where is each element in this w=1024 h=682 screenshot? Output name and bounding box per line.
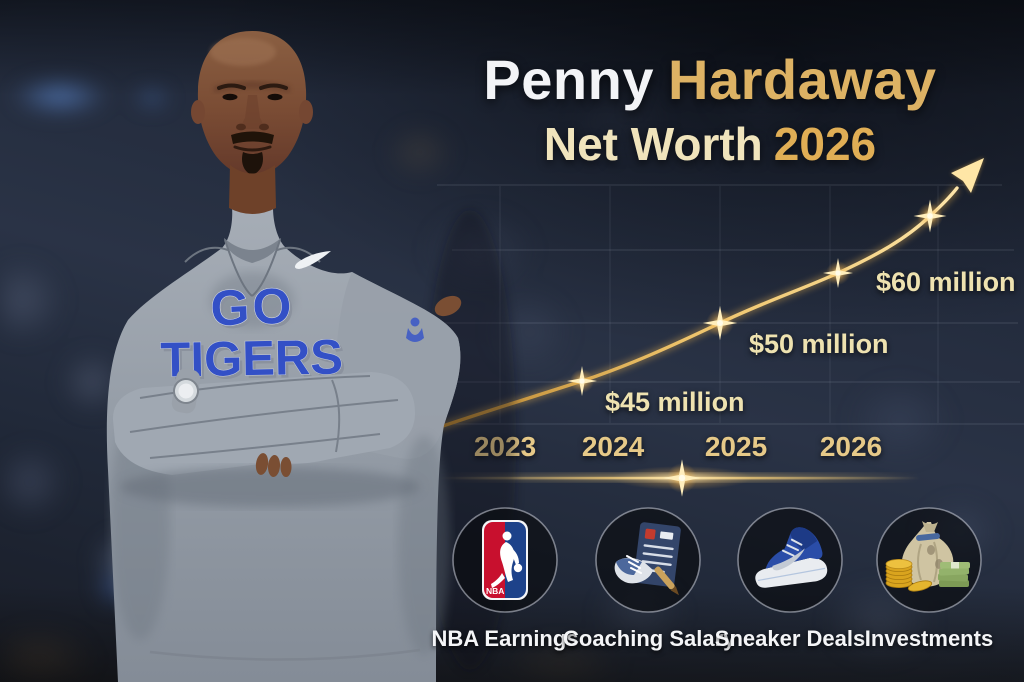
cash-stack <box>937 562 970 587</box>
x-axis-tick-2026: 2026 <box>819 431 883 462</box>
neck <box>229 165 276 214</box>
x-axis-tick-2024: 2024 <box>581 431 645 462</box>
chart-gridlines <box>437 184 1024 425</box>
nike-swoosh-icon <box>294 251 331 269</box>
income-source-investments: Investments <box>844 506 1014 652</box>
eyebrows <box>217 83 288 90</box>
goatee <box>242 152 263 175</box>
income-source-label: Investments <box>864 626 994 651</box>
value-label-45m: $45 million <box>605 387 745 417</box>
face <box>191 31 313 214</box>
subtitle-text: Net Worth <box>543 118 763 170</box>
nose <box>242 95 263 129</box>
mouth <box>233 145 272 152</box>
page-title: Penny Hardaway Net Worth 2026 <box>440 52 980 168</box>
nba-logo-icon: NBA <box>452 507 558 613</box>
blue-sneaker-icon <box>737 507 843 613</box>
income-source-coaching: Coaching Salary <box>563 506 736 652</box>
income-source-nba: NBA NBA Earnings <box>420 506 590 652</box>
value-label-60m: $60 million <box>876 267 1016 297</box>
title-first-name: Penny <box>483 48 654 111</box>
axis-flare <box>440 459 920 497</box>
title-name: Penny Hardaway <box>440 52 980 108</box>
contract-whistle-icon <box>595 507 701 613</box>
income-source-label: Sneaker Deals <box>714 626 866 651</box>
nba-wordmark: NBA <box>486 586 504 596</box>
svg-text:GO: GO <box>213 281 299 340</box>
subtitle-year: 2026 <box>773 118 877 170</box>
money-bag-icon <box>876 507 982 613</box>
income-source-label: NBA Earnings <box>431 626 579 651</box>
income-source-sneakers: Sneaker Deals <box>705 506 875 652</box>
value-label-50m: $50 million <box>749 329 889 359</box>
crossed-arms <box>112 295 462 661</box>
mustache <box>231 131 274 144</box>
gold-coins <box>885 559 933 592</box>
hand-fingers <box>255 295 462 477</box>
income-source-label: Coaching Salary <box>563 626 736 651</box>
title-subtitle: Net Worth 2026 <box>440 121 980 167</box>
wrist-watch <box>171 368 201 414</box>
right-eye <box>267 93 283 101</box>
left-eye <box>222 93 238 101</box>
x-axis-tick-2025: 2025 <box>704 431 768 462</box>
shirt-text-go: GO <box>210 278 296 337</box>
title-last-name: Hardaway <box>667 48 937 111</box>
sleeve-emblem-icon <box>406 317 424 342</box>
